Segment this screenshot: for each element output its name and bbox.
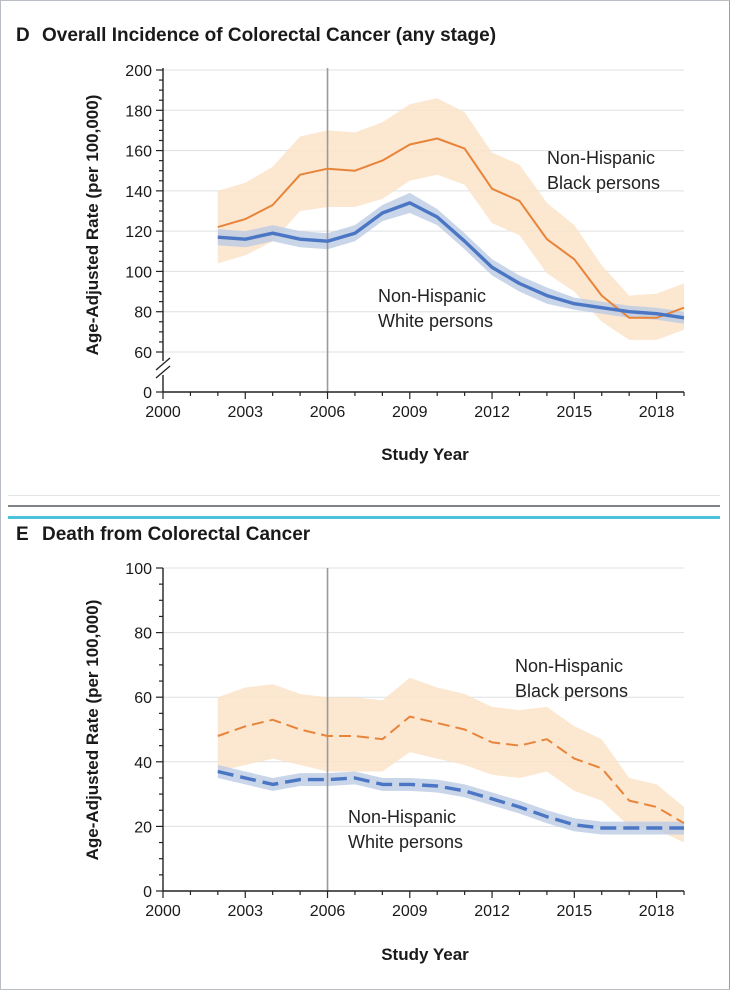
panel-d-series-label: Non-Hispanic: [547, 148, 655, 168]
panel-d-series-label: White persons: [378, 311, 493, 331]
panel-e-x-tick-label: 2000: [145, 903, 181, 920]
panel-e-letter: E: [16, 524, 29, 545]
panel-e-y-tick-label: 20: [134, 819, 152, 836]
panel-e-line-black: [217, 715, 685, 825]
panel-d-title: Overall Incidence of Colorectal Cancer (…: [42, 25, 496, 46]
panel-e-ci-band-black: [217, 677, 685, 843]
panel-e-series-label: Black persons: [515, 681, 628, 701]
panel-d-y-tick-label: 160: [125, 144, 152, 161]
panel-d-line-white: [217, 201, 685, 320]
panel-d-series-label: Black persons: [547, 173, 660, 193]
panel-e-y-tick-label: 80: [134, 626, 152, 643]
panel-e-ci-band-white: [217, 765, 685, 835]
panel-e-x-tick-label: 2003: [227, 903, 263, 920]
panel-d-x-tick-label: 2000: [145, 404, 181, 421]
panel-e-series-label: White persons: [348, 832, 463, 852]
panel-d-x-tick-label: 2015: [557, 404, 593, 421]
panel-e-x-tick-label: 2012: [474, 903, 510, 920]
panel-e-line-white: [217, 769, 684, 830]
panel-e-x-tick-label: 2009: [392, 903, 428, 920]
panel-divider-light: [8, 495, 720, 496]
panel-d-y-tick-label: 180: [125, 103, 152, 120]
panel-divider: [8, 505, 720, 507]
panel-d-letter: D: [16, 25, 30, 46]
panel-e-x-tick-label: 2018: [639, 903, 675, 920]
panel-d-y-tick-label: 140: [125, 184, 152, 201]
panel-e-y-tick-label: 40: [134, 755, 152, 772]
panel-d-y-tick-label: 200: [125, 63, 152, 80]
panel-e-y-tick-label: 0: [143, 884, 152, 901]
panel-d-x-tick-label: 2012: [474, 404, 510, 421]
panel-d-y-tick-label: 100: [125, 264, 152, 281]
panel-e-plot: Non-Hispanic Black persons Non-Hispanic Whi…: [125, 561, 685, 920]
panel-d-ylabel: Age-Adjusted Rate (per 100,000): [83, 95, 102, 356]
panel-d-axis-break-mark: [155, 365, 171, 379]
panel-d-axis-break-mark: [155, 357, 171, 371]
panel-e-series-label: Non-Hispanic: [515, 656, 623, 676]
panel-e-series-label: Non-Hispanic: [348, 807, 456, 827]
panel-d-series-label: Non-Hispanic: [378, 286, 486, 306]
panel-d-x-tick-label: 2009: [392, 404, 428, 421]
panel-d-x-tick-label: 2003: [227, 404, 263, 421]
panel-d-y-tick-label: 60: [134, 345, 152, 362]
panel-d-ci-band-black: [217, 98, 685, 340]
panel-e-x-tick-label: 2006: [310, 903, 346, 920]
panel-d-xlabel: Study Year: [381, 445, 469, 464]
panel-d-axis-break-gap: [155, 361, 171, 375]
panel-divider-accent: [8, 516, 720, 519]
panel-d-y-tick-label: 80: [134, 305, 152, 322]
panel-e-x-tick-label: 2015: [557, 903, 593, 920]
panel-d-x-tick-label: 2018: [639, 404, 675, 421]
panel-e-y-tick-label: 60: [134, 690, 152, 707]
panel-d-plot: Non-Hispanic Black persons Non-Hispanic Whi…: [125, 63, 685, 421]
panel-e-y-tick-label: 100: [125, 561, 152, 578]
panel-d-x-tick-label: 2006: [310, 404, 346, 421]
panel-d-y-tick-label: 0: [143, 385, 152, 402]
panel-e-ylabel: Age-Adjusted Rate (per 100,000): [83, 600, 102, 861]
panel-d-y-tick-label: 120: [125, 224, 152, 241]
panel-d-line-black: [217, 137, 685, 319]
panel-e-title: Death from Colorectal Cancer: [42, 524, 311, 545]
panel-e-xlabel: Study Year: [381, 945, 469, 964]
